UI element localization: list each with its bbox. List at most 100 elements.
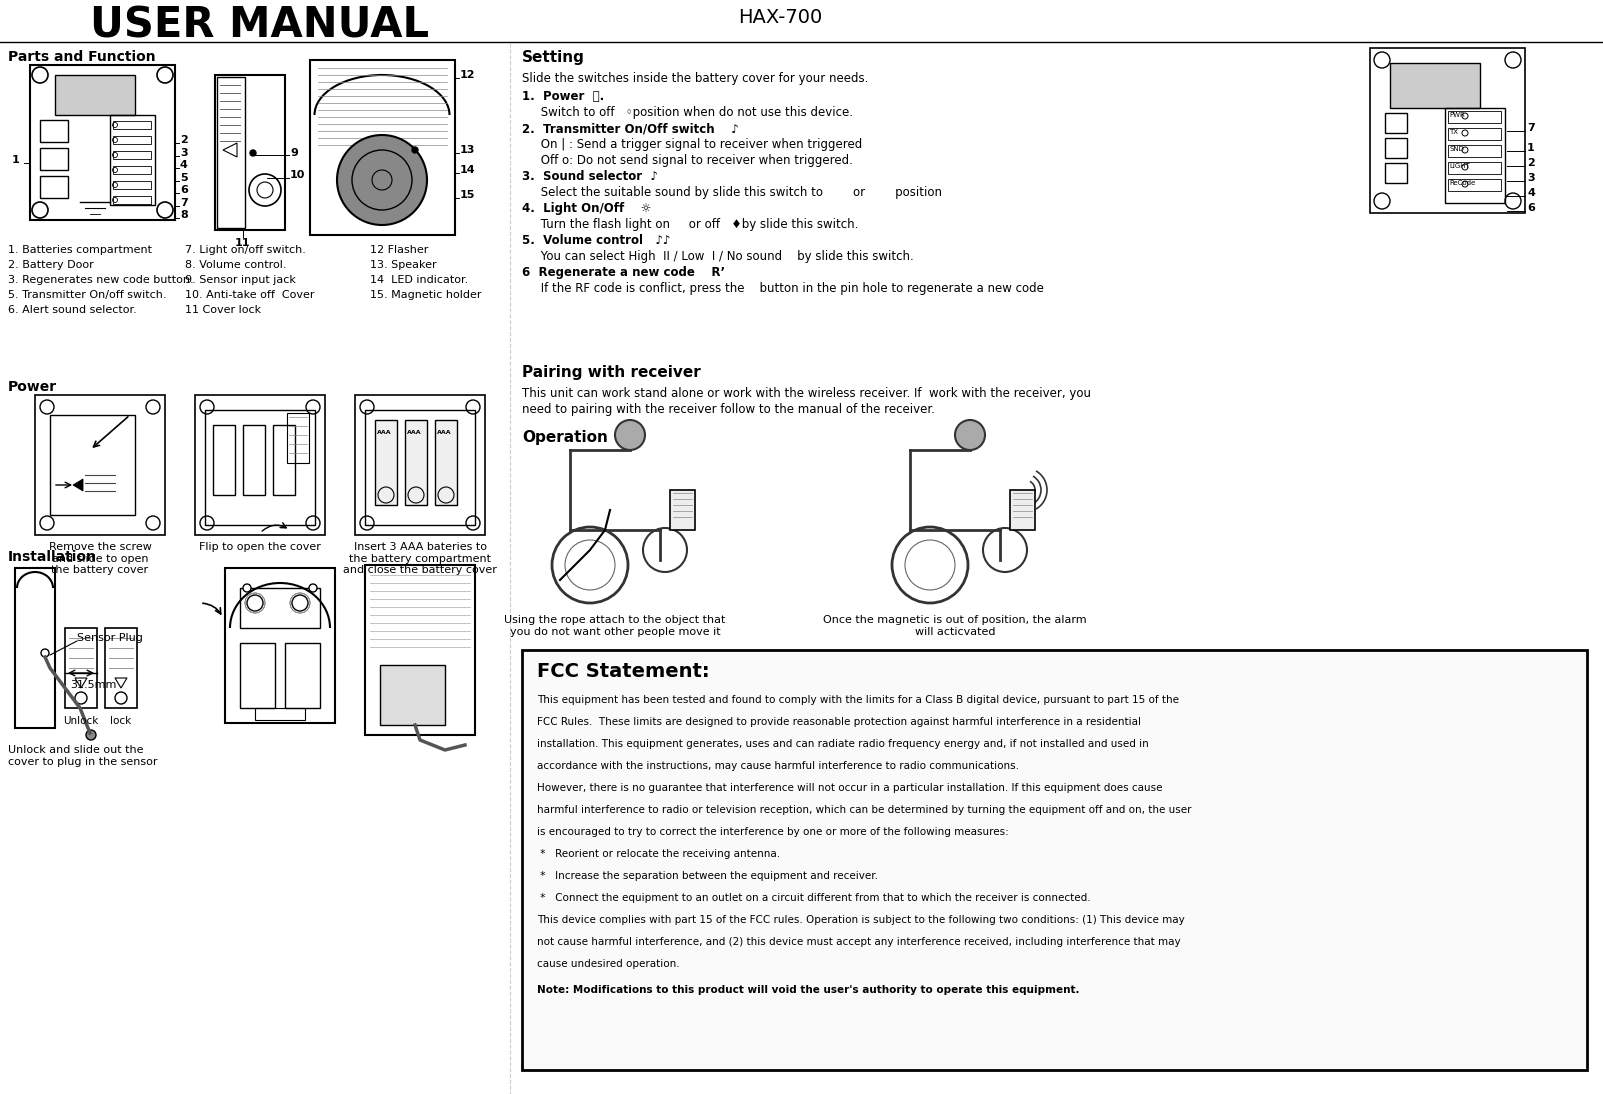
- Text: 6: 6: [180, 185, 188, 195]
- Text: not cause harmful interference, and (2) this device must accept any interference: not cause harmful interference, and (2) …: [537, 936, 1181, 947]
- Text: 7: 7: [180, 198, 188, 208]
- Bar: [215, 75, 285, 230]
- Text: 5. Transmitter On/off switch.: 5. Transmitter On/off switch.: [8, 290, 167, 300]
- Text: 3. Regenerates new code button.: 3. Regenerates new code button.: [8, 275, 194, 286]
- Bar: [273, 424, 295, 494]
- Text: need to pairing with the receiver follow to the manual of the receiver.: need to pairing with the receiver follow…: [523, 403, 935, 416]
- Text: 6. Alert sound selector.: 6. Alert sound selector.: [8, 305, 136, 315]
- Bar: [40, 120, 67, 142]
- Bar: [375, 420, 398, 505]
- Text: 3.  Sound selector  ♪: 3. Sound selector ♪: [523, 170, 657, 183]
- Text: TX: TX: [1449, 129, 1459, 135]
- Circle shape: [337, 135, 426, 225]
- Circle shape: [309, 584, 317, 592]
- Bar: [205, 410, 316, 525]
- Bar: [40, 148, 67, 170]
- Bar: [1444, 108, 1505, 203]
- Text: 8. Volume control.: 8. Volume control.: [184, 260, 287, 270]
- Bar: [1390, 63, 1480, 108]
- Text: is encouraged to try to correct the interference by one or more of the following: is encouraged to try to correct the inte…: [537, 827, 1008, 837]
- Bar: [224, 568, 335, 723]
- Bar: [365, 410, 474, 525]
- Text: 3: 3: [1528, 173, 1534, 183]
- Text: This unit can work stand alone or work with the wireless receiver. If  work with: This unit can work stand alone or work w…: [523, 387, 1092, 400]
- Text: 9. Sensor input jack: 9. Sensor input jack: [184, 275, 297, 286]
- Bar: [50, 415, 135, 515]
- Bar: [523, 650, 1587, 1070]
- Text: *   Reorient or relocate the receiving antenna.: * Reorient or relocate the receiving ant…: [537, 849, 781, 859]
- Text: ReCode: ReCode: [1449, 181, 1475, 186]
- Text: FCC Rules.  These limits are designed to provide reasonable protection against h: FCC Rules. These limits are designed to …: [537, 717, 1141, 728]
- Text: Off o: Do not send signal to receiver when triggered.: Off o: Do not send signal to receiver wh…: [523, 154, 853, 167]
- Text: Operation: Operation: [523, 430, 608, 445]
- Text: 11 Cover lock: 11 Cover lock: [184, 305, 261, 315]
- Circle shape: [200, 516, 213, 529]
- Text: SND: SND: [1449, 146, 1464, 152]
- Text: *   Connect the equipment to an outlet on a circuit different from that to which: * Connect the equipment to an outlet on …: [537, 893, 1090, 903]
- Text: 12 Flasher: 12 Flasher: [370, 245, 428, 255]
- Text: Parts and Function: Parts and Function: [8, 50, 155, 65]
- Circle shape: [292, 595, 308, 612]
- Bar: [112, 196, 151, 203]
- Text: This equipment has been tested and found to comply with the limits for a Class B: This equipment has been tested and found…: [537, 695, 1178, 705]
- Text: 6  Regenerate a new code    R’: 6 Regenerate a new code R’: [523, 266, 725, 279]
- Circle shape: [412, 147, 418, 153]
- Circle shape: [146, 516, 160, 529]
- Circle shape: [157, 67, 173, 83]
- Bar: [255, 708, 305, 720]
- Text: Sensor Plug: Sensor Plug: [77, 633, 143, 643]
- Text: If the RF code is conflict, press the    button in the pin hole to regenerate a : If the RF code is conflict, press the bu…: [523, 282, 1044, 295]
- Bar: [1448, 162, 1500, 174]
- Text: 3: 3: [180, 148, 188, 158]
- Circle shape: [247, 595, 263, 612]
- Bar: [111, 115, 155, 205]
- Circle shape: [40, 516, 55, 529]
- Text: AAA: AAA: [407, 430, 422, 435]
- Circle shape: [87, 730, 96, 740]
- Bar: [30, 65, 175, 220]
- Circle shape: [1505, 53, 1521, 68]
- Text: 2. Battery Door: 2. Battery Door: [8, 260, 93, 270]
- Bar: [240, 587, 321, 628]
- Text: 13: 13: [460, 146, 476, 155]
- Text: This device complies with part 15 of the FCC rules. Operation is subject to the : This device complies with part 15 of the…: [537, 915, 1185, 926]
- Text: 1. Batteries compartment: 1. Batteries compartment: [8, 245, 152, 255]
- Text: 10. Anti-take off  Cover: 10. Anti-take off Cover: [184, 290, 314, 300]
- Bar: [1448, 128, 1500, 140]
- Text: USER MANUAL: USER MANUAL: [90, 5, 430, 47]
- Text: *   Increase the separation between the equipment and receiver.: * Increase the separation between the eq…: [537, 871, 878, 881]
- Text: FCC Statement:: FCC Statement:: [537, 662, 710, 680]
- Text: Unlock and slide out the
cover to plug in the sensor: Unlock and slide out the cover to plug i…: [8, 745, 157, 767]
- Text: Select the suitable sound by slide this switch to        or        position: Select the suitable sound by slide this …: [523, 186, 943, 199]
- Polygon shape: [74, 479, 83, 491]
- Text: 9: 9: [290, 148, 298, 158]
- Circle shape: [1374, 193, 1390, 209]
- Bar: [309, 60, 455, 235]
- Circle shape: [146, 400, 160, 414]
- Circle shape: [361, 516, 373, 529]
- Circle shape: [32, 67, 48, 83]
- Text: Slide the switches inside the battery cover for your needs.: Slide the switches inside the battery co…: [523, 72, 869, 85]
- Text: On | : Send a trigger signal to receiver when triggered: On | : Send a trigger signal to receiver…: [523, 138, 862, 151]
- Text: 14  LED indicator.: 14 LED indicator.: [370, 275, 468, 286]
- Text: 5.  Volume control   ♪♪: 5. Volume control ♪♪: [523, 234, 670, 247]
- Text: 7: 7: [1528, 123, 1534, 133]
- Bar: [240, 643, 276, 708]
- Text: accordance with the instructions, may cause harmful interference to radio commun: accordance with the instructions, may ca…: [537, 761, 1020, 771]
- Bar: [287, 414, 309, 463]
- Bar: [1371, 48, 1524, 213]
- Bar: [14, 568, 55, 728]
- Circle shape: [42, 649, 50, 657]
- Circle shape: [32, 202, 48, 218]
- Text: Pairing with receiver: Pairing with receiver: [523, 365, 701, 380]
- Text: Remove the screw
and slide to open
the battery cover: Remove the screw and slide to open the b…: [48, 542, 151, 575]
- Text: Unlock: Unlock: [63, 715, 99, 726]
- Text: 6: 6: [1528, 203, 1536, 213]
- Bar: [354, 395, 486, 535]
- Bar: [112, 151, 151, 159]
- Bar: [112, 121, 151, 129]
- Bar: [670, 490, 696, 529]
- Circle shape: [306, 516, 321, 529]
- Text: 11: 11: [236, 238, 250, 248]
- Text: 12: 12: [460, 70, 476, 80]
